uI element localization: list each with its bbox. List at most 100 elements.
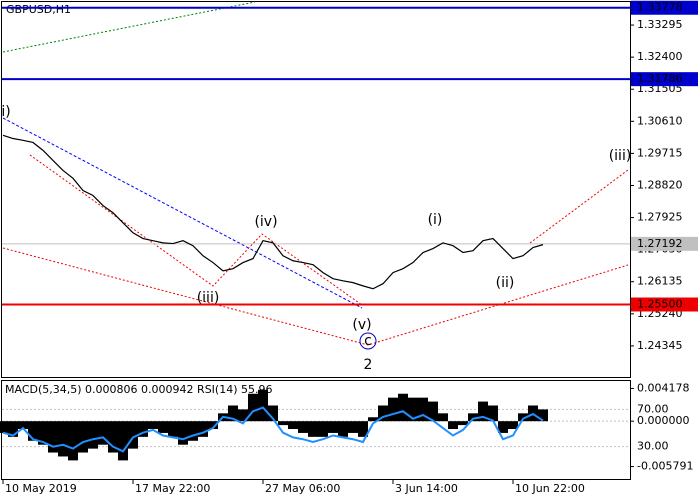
macd-bar	[308, 421, 318, 437]
x-tick-label: 27 May 06:00	[265, 482, 340, 495]
macd-bar	[58, 421, 68, 457]
macd-bar	[458, 421, 468, 426]
price-line	[2, 134, 544, 290]
macd-bar	[378, 405, 388, 422]
macd-bar	[248, 393, 258, 422]
macd-bar	[138, 421, 148, 437]
macd-bar	[428, 401, 438, 422]
wave-circle	[359, 332, 377, 350]
wave-label: c	[364, 333, 372, 349]
indicator-reading: MACD(5,34,5)	[5, 383, 82, 396]
macd-bar	[208, 421, 218, 430]
y-tick-label: 1.33295	[637, 18, 683, 31]
trend-line	[2, 1, 256, 53]
macd-bar	[88, 421, 98, 449]
chart-title: GBPUSD,H1	[6, 3, 71, 16]
wave-line	[2, 247, 629, 346]
macd-bar	[178, 421, 188, 445]
macd-bar	[328, 421, 338, 433]
macd-bar	[398, 393, 408, 422]
x-tick-label: 10 Jun 22:00	[515, 482, 585, 495]
macd-bar	[408, 397, 418, 422]
macd-bar	[298, 421, 308, 433]
macd-bar	[68, 421, 78, 461]
macd-bar	[118, 421, 128, 461]
wave-label: (ii)	[496, 275, 515, 291]
wave-label: (iii)	[197, 290, 220, 306]
y-tick-label: 0.000000	[637, 414, 690, 427]
macd-bar	[168, 421, 178, 437]
indicator-reading: 55.96	[241, 383, 273, 396]
macd-bar	[198, 421, 208, 437]
macd-bar	[498, 421, 508, 433]
trend-line	[2, 117, 363, 309]
macd-bar	[388, 397, 398, 422]
wave-line	[529, 169, 629, 244]
price-level-box	[631, 297, 698, 312]
macd-bar	[8, 421, 18, 437]
y-tick-label: 1.27925	[637, 211, 683, 224]
macd-bar	[28, 421, 38, 441]
macd-bar	[268, 405, 278, 422]
macd-bar	[158, 421, 168, 433]
macd-bar	[448, 421, 458, 430]
y2-tick-label: 30.00	[637, 440, 669, 453]
wave-label: (iv)	[254, 214, 277, 230]
y-tick-label: 1.28820	[637, 178, 683, 191]
macd-bar	[518, 413, 528, 422]
macd-bar	[418, 397, 428, 422]
macd-bar	[108, 421, 118, 453]
x-tick-label: 17 May 22:00	[135, 482, 210, 495]
y-tick-label: 1.26135	[637, 275, 683, 288]
rsi-line	[2, 406, 544, 453]
price-level-label: 1.31786	[637, 72, 683, 85]
price-level-label: 1.27192	[637, 237, 683, 250]
macd-bar	[348, 421, 358, 433]
macd-bar	[128, 421, 138, 449]
macd-bar	[468, 413, 478, 422]
y-tick-label: 1.24345	[637, 339, 683, 352]
y-tick-label: 1.30610	[637, 114, 683, 127]
macd-bar	[18, 421, 28, 430]
indicator-header: MACD(5,34,5) 0.000806 0.000942 RSI(14) 5…	[5, 383, 273, 396]
price-level-label: 1.33778	[637, 1, 683, 14]
macd-bar	[98, 421, 108, 445]
price-level-box	[631, 0, 698, 15]
price-level-label: 1.25500	[637, 298, 683, 311]
macd-bar	[148, 421, 158, 430]
macd-bar	[318, 421, 328, 437]
wave-label: (v)	[352, 317, 371, 333]
y-tick-label: 1.29715	[637, 146, 683, 159]
macd-bar	[258, 389, 268, 422]
macd-bar	[368, 417, 378, 422]
macd-bar	[38, 421, 48, 445]
y-tick-label: 1.32400	[637, 50, 683, 63]
macd-bar	[238, 409, 248, 422]
macd-bar	[538, 409, 548, 422]
macd-bar	[358, 421, 368, 437]
macd-bar	[228, 405, 238, 422]
macd-bar	[78, 421, 88, 453]
wave-label: (iii)	[609, 148, 632, 164]
macd-bar	[288, 421, 298, 430]
macd-bar	[438, 413, 448, 422]
macd-bar	[508, 421, 518, 430]
x-tick-label: 10 May 2019	[5, 482, 77, 495]
indicator-reading: 0.000942	[141, 383, 194, 396]
macd-bar	[488, 405, 498, 422]
wave-label: i)	[1, 104, 10, 120]
macd-bar	[338, 421, 348, 437]
wave-label: (i)	[428, 212, 443, 228]
indicator-reading: 0.000806	[85, 383, 138, 396]
wave-label: 2	[364, 357, 373, 373]
macd-bar	[48, 421, 58, 453]
macd-bar	[0, 421, 8, 433]
y2-tick-label: 70.00	[637, 402, 669, 415]
price-level-box	[631, 236, 698, 251]
macd-bar	[278, 421, 288, 426]
price-panel-frame	[1, 1, 631, 378]
macd-bar	[188, 421, 198, 441]
